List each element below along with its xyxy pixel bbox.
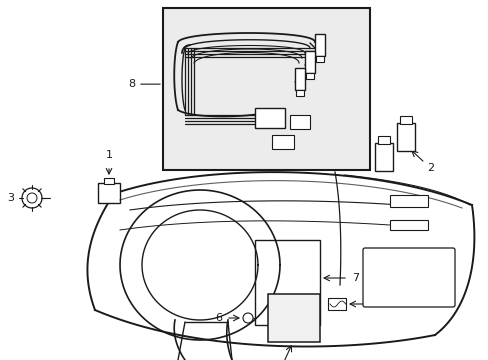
Text: 2: 2 bbox=[426, 163, 433, 173]
Bar bbox=[399, 116, 411, 124]
Text: 6: 6 bbox=[215, 313, 222, 323]
Bar bbox=[396, 123, 414, 151]
Text: 5: 5 bbox=[369, 299, 376, 309]
Text: 7: 7 bbox=[351, 273, 358, 283]
FancyBboxPatch shape bbox=[362, 248, 454, 307]
Bar bbox=[267, 294, 319, 342]
Bar bbox=[294, 68, 305, 90]
Bar bbox=[374, 143, 392, 171]
Bar bbox=[104, 178, 114, 184]
Bar bbox=[389, 220, 427, 230]
Bar bbox=[314, 34, 325, 56]
Bar bbox=[98, 183, 120, 203]
Bar bbox=[315, 56, 324, 62]
Bar bbox=[289, 115, 309, 129]
Bar bbox=[295, 90, 304, 96]
Bar bbox=[254, 240, 319, 325]
Text: 8: 8 bbox=[128, 79, 135, 89]
Bar bbox=[389, 195, 427, 207]
Bar bbox=[254, 108, 285, 128]
Bar bbox=[377, 136, 389, 144]
Bar bbox=[271, 135, 293, 149]
Text: 3: 3 bbox=[7, 193, 14, 203]
Bar bbox=[163, 8, 369, 170]
Bar bbox=[305, 73, 313, 79]
Bar bbox=[305, 51, 314, 73]
Text: 1: 1 bbox=[105, 150, 112, 160]
Polygon shape bbox=[87, 172, 473, 347]
Bar bbox=[327, 298, 346, 310]
